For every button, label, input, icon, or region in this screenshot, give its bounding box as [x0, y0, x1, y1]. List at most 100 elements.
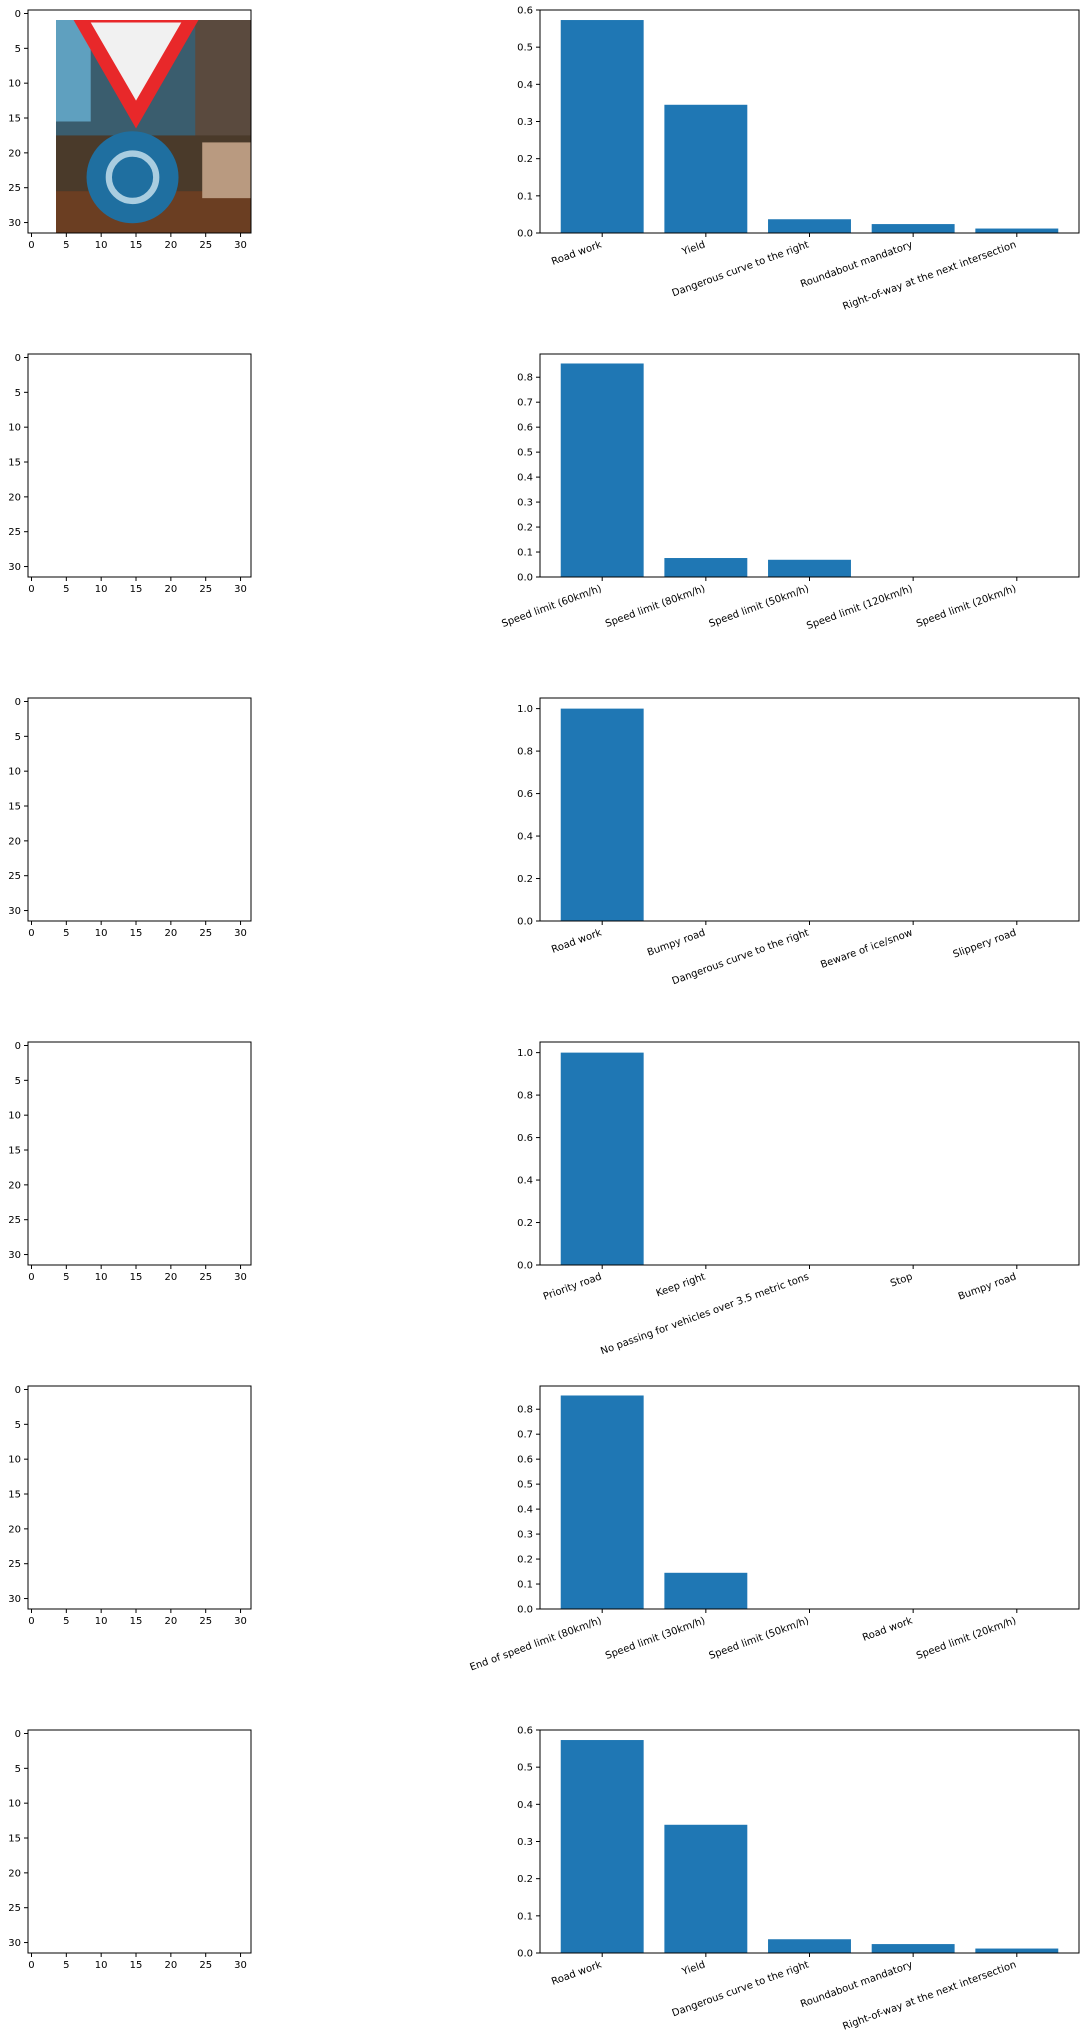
image-x-tick-label: 10	[95, 240, 108, 251]
image-x-tick-label: 10	[95, 928, 108, 939]
y-tick-label: 0.5	[517, 1763, 533, 1774]
sign-image-content: 50	[28, 354, 251, 577]
image-y-tick-label: 20	[8, 1868, 21, 1879]
probability-bar-chart: 0.0 0.2 0.4 0.6 0.8 1.0 Priority road Keep righ…	[517, 1041, 1080, 1357]
image-y-tick-label: 30	[8, 1594, 21, 1605]
image-x-tick-label: 25	[199, 1960, 212, 1971]
image-x-tick-label: 5	[63, 928, 69, 939]
y-tick-label: 0.2	[517, 154, 533, 165]
chart-panel: 0 5 10 15 20 25 30 0 5 10 15 20 25 30 0.0 0.1 0.2 0.3 0.4 0…	[8, 6, 1080, 313]
image-x-tick-label: 0	[28, 1960, 34, 1971]
x-tick-label: Speed limit (20km/h)	[915, 583, 1018, 629]
image-x-tick-label: 20	[164, 1616, 177, 1627]
image-y-tick-label: 0	[15, 1385, 21, 1396]
y-tick-label: 0.7	[517, 1430, 533, 1441]
bar	[768, 219, 851, 233]
bar	[560, 1052, 644, 1265]
image-x-tick-label: 25	[199, 1272, 212, 1283]
y-tick-label: 0.4	[517, 1176, 533, 1187]
sign-image-axes: 0 5 10 15 20 25 30 0 5 10 15 20 25 30	[8, 1729, 252, 1971]
y-tick-label: 0.6	[517, 6, 533, 17]
image-y-tick-label: 0	[15, 1729, 21, 1740]
y-tick-label: 0.4	[517, 1505, 533, 1516]
image-y-tick-label: 10	[8, 1111, 21, 1122]
image-x-tick-label: 20	[164, 240, 177, 251]
image-x-tick-label: 30	[234, 240, 247, 251]
sign-image-axes: 0 5 10 15 20 25 30 0 5 10 15 20 25 30	[8, 697, 252, 939]
image-x-tick-label: 20	[164, 1272, 177, 1283]
y-tick-label: 0.5	[517, 1480, 533, 1491]
image-x-tick-label: 15	[130, 1272, 143, 1283]
image-axes-frame	[27, 1729, 252, 1954]
sign-image-axes: 0 5 10 15 20 25 30 0 5 10 15 20 25 30	[8, 1041, 252, 1283]
sign-digits: 50	[106, 395, 193, 468]
y-tick-label: 0.5	[517, 448, 533, 459]
image-x-tick-label: 20	[164, 584, 177, 595]
image-x-tick-label: 0	[28, 584, 34, 595]
y-tick-label: 0.0	[517, 917, 533, 928]
chart-panel: 300 5 10 15 20 25 300510152025300.00.10.20.30.…	[8, 1385, 1080, 1673]
probability-bar-chart: 0.0 0.1 0.2 0.3 0.4 0.5 0.6 0.7 0.8 Speed limit (…	[500, 353, 1080, 632]
image-axes-frame	[27, 697, 252, 922]
bar	[560, 1395, 644, 1609]
image-y-tick-label: 5	[15, 1076, 21, 1087]
image-y-tick-label: 0	[15, 697, 21, 708]
sign-image-axes: 30 0 5 10 15 20 25 30 0 5 10 15 20 25 30	[8, 1385, 252, 1627]
x-tick-label: Yield	[680, 239, 707, 258]
image-x-tick-label: 10	[95, 1960, 108, 1971]
x-tick-label: Bumpy road	[646, 927, 707, 958]
image-x-tick-label: 25	[199, 240, 212, 251]
image-x-tick-label: 0	[28, 240, 34, 251]
image-y-tick-label: 25	[8, 871, 21, 882]
image-x-tick-label: 10	[95, 584, 108, 595]
chart-panel: 500 5 10 15 20 25 300510152025300.00.10.20.30.…	[8, 353, 1080, 632]
image-y-tick-label: 15	[8, 458, 21, 469]
sign-image-content: 30	[28, 1386, 251, 1609]
image-y-tick-label: 10	[8, 767, 21, 778]
chart-panel: 0 5 10 15 20 25 30 0 5 10 15 20 25 30 0.0 0.1 0.2 0.3 0.4 0…	[8, 1726, 1080, 2033]
x-tick-label: Road work	[550, 1959, 603, 1987]
chart-panel: 0 5 10 15 20 25 30 0 5 10 15 20 25 30 0.0 0.2 0.4 0.6 0.8 1…	[8, 1041, 1080, 1357]
image-y-tick-label: 10	[8, 1799, 21, 1810]
x-tick-label: Speed limit (20km/h)	[915, 1615, 1018, 1661]
image-y-tick-label: 20	[8, 148, 21, 159]
x-tick-label: Priority road	[542, 1271, 603, 1302]
y-tick-label: 0.7	[517, 398, 533, 409]
image-y-tick-label: 15	[8, 114, 21, 125]
bar	[664, 1572, 748, 1609]
y-tick-label: 0.6	[517, 789, 533, 800]
image-y-tick-label: 25	[8, 1559, 21, 1570]
bar	[560, 708, 644, 921]
x-tick-label: Road work	[550, 239, 603, 267]
image-y-tick-label: 20	[8, 1524, 21, 1535]
image-y-tick-label: 20	[8, 1180, 21, 1191]
bar	[871, 224, 955, 233]
image-y-tick-label: 25	[8, 183, 21, 194]
y-tick-label: 0.2	[517, 874, 533, 885]
bar	[975, 1948, 1059, 1953]
sign-image-content	[56, 20, 251, 233]
x-tick-label: Bumpy road	[957, 1271, 1018, 1302]
image-y-tick-label: 0	[15, 9, 21, 20]
x-tick-label: Right-of-way at the next intersection	[841, 239, 1017, 312]
image-y-tick-label: 30	[8, 1250, 21, 1261]
y-tick-label: 0.3	[517, 1530, 533, 1541]
bar	[768, 1939, 851, 1953]
image-axes-frame	[27, 1041, 252, 1266]
x-tick-label: Speed limit (60km/h)	[500, 583, 603, 629]
bar	[560, 1740, 644, 1953]
y-tick-label: 0.3	[517, 498, 533, 509]
image-y-tick-label: 10	[8, 79, 21, 90]
image-x-tick-label: 30	[234, 1960, 247, 1971]
image-x-tick-label: 30	[234, 1616, 247, 1627]
y-tick-label: 0.2	[517, 1874, 533, 1885]
image-y-tick-label: 5	[15, 1420, 21, 1431]
y-tick-label: 0.4	[517, 473, 533, 484]
image-y-tick-label: 15	[8, 1834, 21, 1845]
image-axes-frame	[27, 1385, 252, 1610]
image-y-tick-label: 30	[8, 562, 21, 573]
chart-panel: 0 5 10 15 20 25 30 0 5 10 15 20 25 30 0.0 0.2 0.4 0.6 0.8 1…	[8, 697, 1080, 987]
